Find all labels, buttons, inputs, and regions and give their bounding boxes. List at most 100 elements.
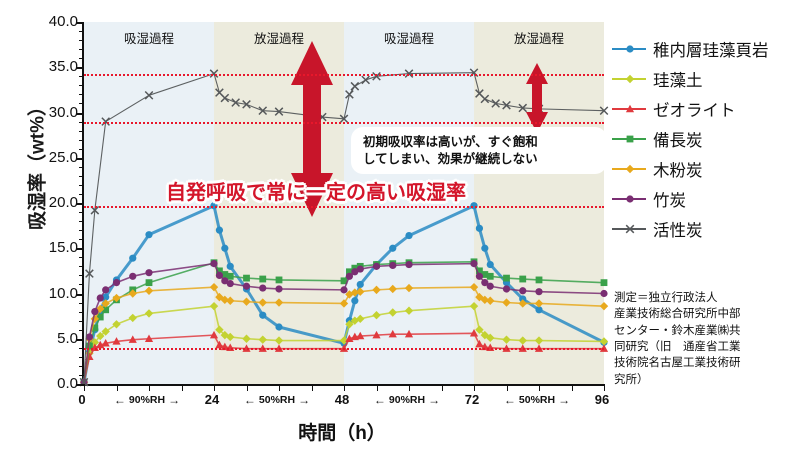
data-point-marker bbox=[518, 336, 527, 345]
rh-label: 50%RH bbox=[518, 394, 556, 406]
x-tick-mark bbox=[409, 384, 410, 391]
data-point-marker bbox=[144, 90, 154, 100]
data-point-marker bbox=[475, 272, 484, 280]
data-point-marker bbox=[275, 285, 283, 293]
rh-label: 50%RH bbox=[258, 394, 296, 406]
x-tick-label: 72 bbox=[464, 392, 480, 407]
data-point-marker bbox=[535, 288, 543, 296]
small-red-double-arrow bbox=[526, 63, 548, 133]
data-point-marker bbox=[486, 333, 495, 343]
data-point-marker bbox=[346, 268, 353, 276]
data-point-marker bbox=[112, 320, 121, 329]
data-point-marker bbox=[519, 295, 527, 303]
y-minor-tick bbox=[79, 193, 84, 195]
data-point-marker bbox=[258, 335, 267, 344]
legend-symbol-icon bbox=[625, 74, 635, 84]
legend-marker bbox=[612, 162, 646, 176]
legend-label: ゼオライト bbox=[653, 102, 736, 120]
data-point-marker bbox=[486, 272, 494, 280]
legend-marker bbox=[612, 222, 646, 236]
data-point-marker bbox=[470, 260, 478, 268]
legend-item[interactable]: 竹炭 bbox=[612, 184, 800, 214]
y-minor-tick bbox=[79, 85, 84, 87]
series-竹炭 bbox=[80, 260, 608, 386]
data-point-marker bbox=[145, 269, 153, 277]
phase-band: 吸湿過程 bbox=[84, 22, 214, 384]
y-tick-label: 40.0 bbox=[48, 13, 78, 30]
data-point-marker bbox=[502, 285, 511, 293]
x-axis: 0 24 48 72 96 ← 90%RH → ← 50%RH → ← 90%RH → ← 50%RH → bbox=[78, 392, 609, 414]
legend-item[interactable]: 稚内層珪藻頁岩 bbox=[612, 34, 800, 64]
legend-symbol-icon bbox=[626, 135, 634, 143]
data-point-marker bbox=[351, 264, 359, 272]
data-point-marker bbox=[486, 282, 494, 290]
legend-marker bbox=[612, 192, 646, 206]
x-tick-mark bbox=[474, 384, 475, 391]
y-minor-tick bbox=[79, 103, 84, 105]
legend-symbol-icon bbox=[625, 104, 635, 113]
data-point-marker bbox=[469, 282, 479, 292]
arrow-right-icon: → bbox=[298, 393, 311, 407]
y-tick-mark bbox=[76, 293, 84, 296]
data-point-marker bbox=[144, 286, 154, 295]
series-稚内層珪藻頁岩 bbox=[80, 202, 608, 386]
y-minor-tick bbox=[79, 121, 84, 123]
data-point-marker bbox=[209, 330, 219, 339]
data-point-marker bbox=[481, 279, 489, 287]
rh-label-group: ← 90%RH → bbox=[114, 394, 180, 406]
x-tick-label: 48 bbox=[334, 392, 350, 407]
data-point-marker bbox=[481, 244, 489, 252]
legend-item[interactable]: 活性炭 bbox=[612, 214, 800, 244]
x-tick-mark bbox=[246, 384, 248, 391]
rh-label-group: ← 90%RH → bbox=[374, 394, 440, 406]
arrow-left-icon: ← bbox=[113, 393, 126, 407]
series-line bbox=[82, 204, 606, 384]
data-point-marker bbox=[231, 98, 240, 107]
legend-item[interactable]: ゼオライト bbox=[612, 94, 800, 124]
data-point-marker bbox=[519, 287, 527, 295]
arrow-right-icon: → bbox=[558, 393, 571, 407]
data-point-marker bbox=[599, 344, 609, 352]
data-point-marker bbox=[405, 231, 413, 240]
data-point-marker bbox=[480, 295, 490, 305]
legend-item[interactable]: 備長炭 bbox=[612, 124, 800, 154]
data-point-marker bbox=[339, 336, 349, 345]
legend-item[interactable]: 木粉炭 bbox=[612, 154, 800, 184]
data-point-marker bbox=[404, 306, 414, 315]
data-point-marker bbox=[372, 311, 381, 320]
y-tick-mark bbox=[76, 67, 84, 70]
data-point-marker bbox=[86, 342, 93, 350]
y-minor-tick bbox=[79, 31, 84, 33]
legend-label: 木粉炭 bbox=[653, 162, 703, 180]
data-point-marker bbox=[372, 262, 381, 270]
y-tick-mark bbox=[76, 22, 84, 24]
data-point-marker bbox=[475, 325, 484, 334]
y-minor-tick bbox=[79, 139, 84, 141]
data-point-marker bbox=[502, 100, 511, 110]
legend-marker bbox=[612, 42, 646, 56]
data-point-marker bbox=[226, 272, 234, 280]
legend-marker bbox=[612, 72, 646, 86]
data-point-marker bbox=[226, 332, 235, 342]
data-point-marker bbox=[226, 279, 234, 288]
data-point-marker bbox=[625, 74, 635, 84]
credit-text: 測定＝独立行政法人 産業技術総合研究所中部 センター・鈴木産業㈱共 同研究（旧 … bbox=[614, 292, 741, 386]
data-point-marker bbox=[129, 254, 137, 262]
series-備長炭 bbox=[80, 258, 608, 386]
guide-line bbox=[84, 205, 604, 208]
y-minor-tick bbox=[79, 166, 84, 168]
data-point-marker bbox=[129, 272, 137, 280]
phase-band-label: 吸湿過程 bbox=[123, 32, 174, 46]
series-lines bbox=[79, 68, 609, 387]
x-tick-label: 96 bbox=[594, 392, 610, 407]
legend-item[interactable]: 珪藻土 bbox=[612, 64, 800, 94]
guide-line bbox=[84, 347, 604, 350]
data-point-marker bbox=[242, 334, 251, 343]
data-point-marker bbox=[625, 224, 635, 234]
data-point-marker bbox=[345, 320, 354, 329]
data-point-marker bbox=[486, 260, 494, 269]
legend-marker bbox=[612, 102, 646, 116]
y-minor-tick bbox=[79, 94, 84, 96]
x-tick-mark bbox=[116, 384, 118, 391]
data-point-marker bbox=[388, 284, 397, 294]
